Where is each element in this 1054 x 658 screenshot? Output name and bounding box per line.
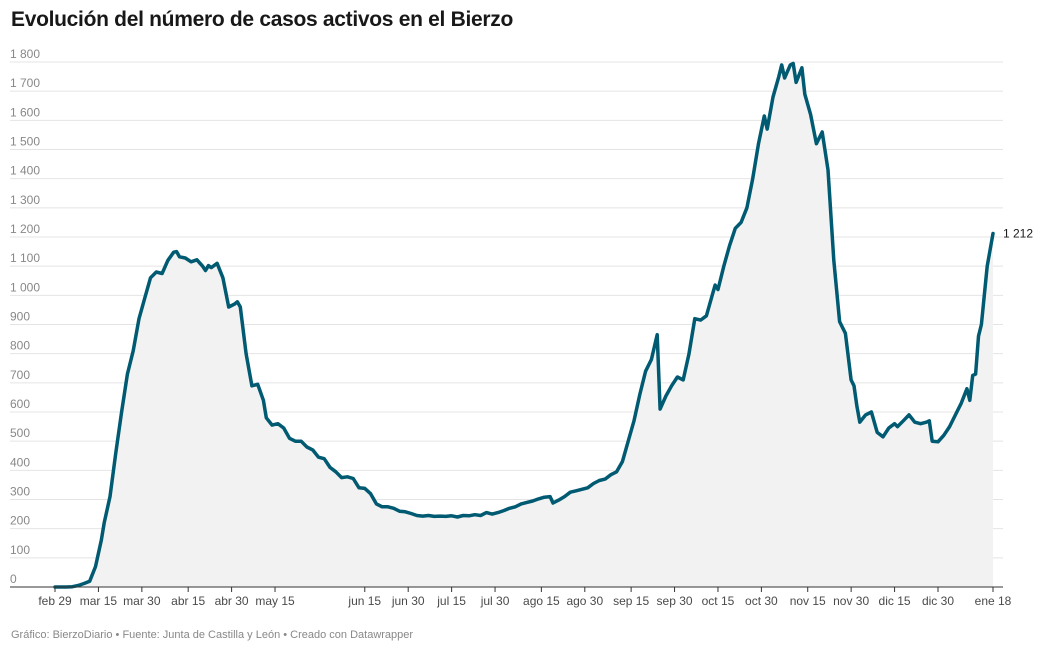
y-tick-label: 200 bbox=[10, 514, 30, 528]
y-tick-label: 1 400 bbox=[10, 164, 40, 178]
x-tick-label: abr 30 bbox=[215, 594, 249, 608]
y-tick-label: 500 bbox=[10, 426, 30, 440]
x-tick-label: abr 15 bbox=[171, 594, 205, 608]
x-tick-label: ago 15 bbox=[523, 594, 560, 608]
x-tick-label: ene 18 bbox=[975, 594, 1012, 608]
y-tick-label: 1 100 bbox=[10, 251, 40, 265]
x-tick-label: dic 15 bbox=[879, 594, 911, 608]
x-tick-label: feb 29 bbox=[38, 594, 72, 608]
y-tick-label: 900 bbox=[10, 310, 30, 324]
y-tick-label: 300 bbox=[10, 485, 30, 499]
y-tick-label: 100 bbox=[10, 543, 30, 557]
x-tick-label: ago 30 bbox=[566, 594, 603, 608]
series-area bbox=[55, 63, 993, 587]
y-tick-label: 400 bbox=[10, 455, 30, 469]
y-tick-label: 1 000 bbox=[10, 280, 40, 294]
x-tick-label: jun 30 bbox=[391, 594, 425, 608]
y-tick-label: 600 bbox=[10, 397, 30, 411]
end-value-label: 1 212 bbox=[1003, 227, 1033, 241]
y-tick-label: 0 bbox=[10, 572, 17, 586]
x-tick-label: mar 15 bbox=[80, 594, 118, 608]
x-tick-label: mar 30 bbox=[123, 594, 161, 608]
y-tick-label: 1 500 bbox=[10, 135, 40, 149]
x-tick-label: nov 15 bbox=[790, 594, 826, 608]
y-axis-ticks: 0 100 200 300 400 500 600 700 800 900 1 000 1 100 1 … bbox=[10, 47, 40, 586]
series-line bbox=[53, 61, 995, 589]
y-tick-label: 800 bbox=[10, 339, 30, 353]
grid-lines bbox=[10, 61, 1003, 559]
x-tick-label: jun 15 bbox=[347, 594, 381, 608]
chart-title: Evolución del número de casos activos en… bbox=[11, 8, 513, 31]
x-tick-label: dic 30 bbox=[922, 594, 954, 608]
x-tick-label: jul 15 bbox=[436, 594, 466, 608]
y-tick-label: 1 800 bbox=[10, 47, 40, 61]
x-tick-label: sep 15 bbox=[613, 594, 649, 608]
footer-credits: Gráfico: BierzoDiario • Fuente: Junta de… bbox=[11, 629, 414, 641]
y-tick-label: 1 300 bbox=[10, 193, 40, 207]
y-tick-label: 1 600 bbox=[10, 105, 40, 119]
chart-canvas: 0 100 200 300 400 500 600 700 800 900 1 000 1 100 1 … bbox=[10, 47, 1033, 608]
x-tick-label: oct 30 bbox=[745, 594, 778, 608]
x-tick-label: oct 15 bbox=[702, 594, 735, 608]
x-axis-ticks: feb 29 mar 15 mar 30 abr 15 abr 30 may 15 jun … bbox=[38, 587, 1012, 608]
x-tick-label: nov 30 bbox=[833, 594, 869, 608]
x-tick-label: may 15 bbox=[255, 594, 295, 608]
x-tick-label: sep 30 bbox=[657, 594, 693, 608]
y-tick-label: 700 bbox=[10, 368, 30, 382]
y-tick-label: 1 700 bbox=[10, 76, 40, 90]
x-tick-label: jul 30 bbox=[480, 594, 510, 608]
y-tick-label: 1 200 bbox=[10, 222, 40, 236]
